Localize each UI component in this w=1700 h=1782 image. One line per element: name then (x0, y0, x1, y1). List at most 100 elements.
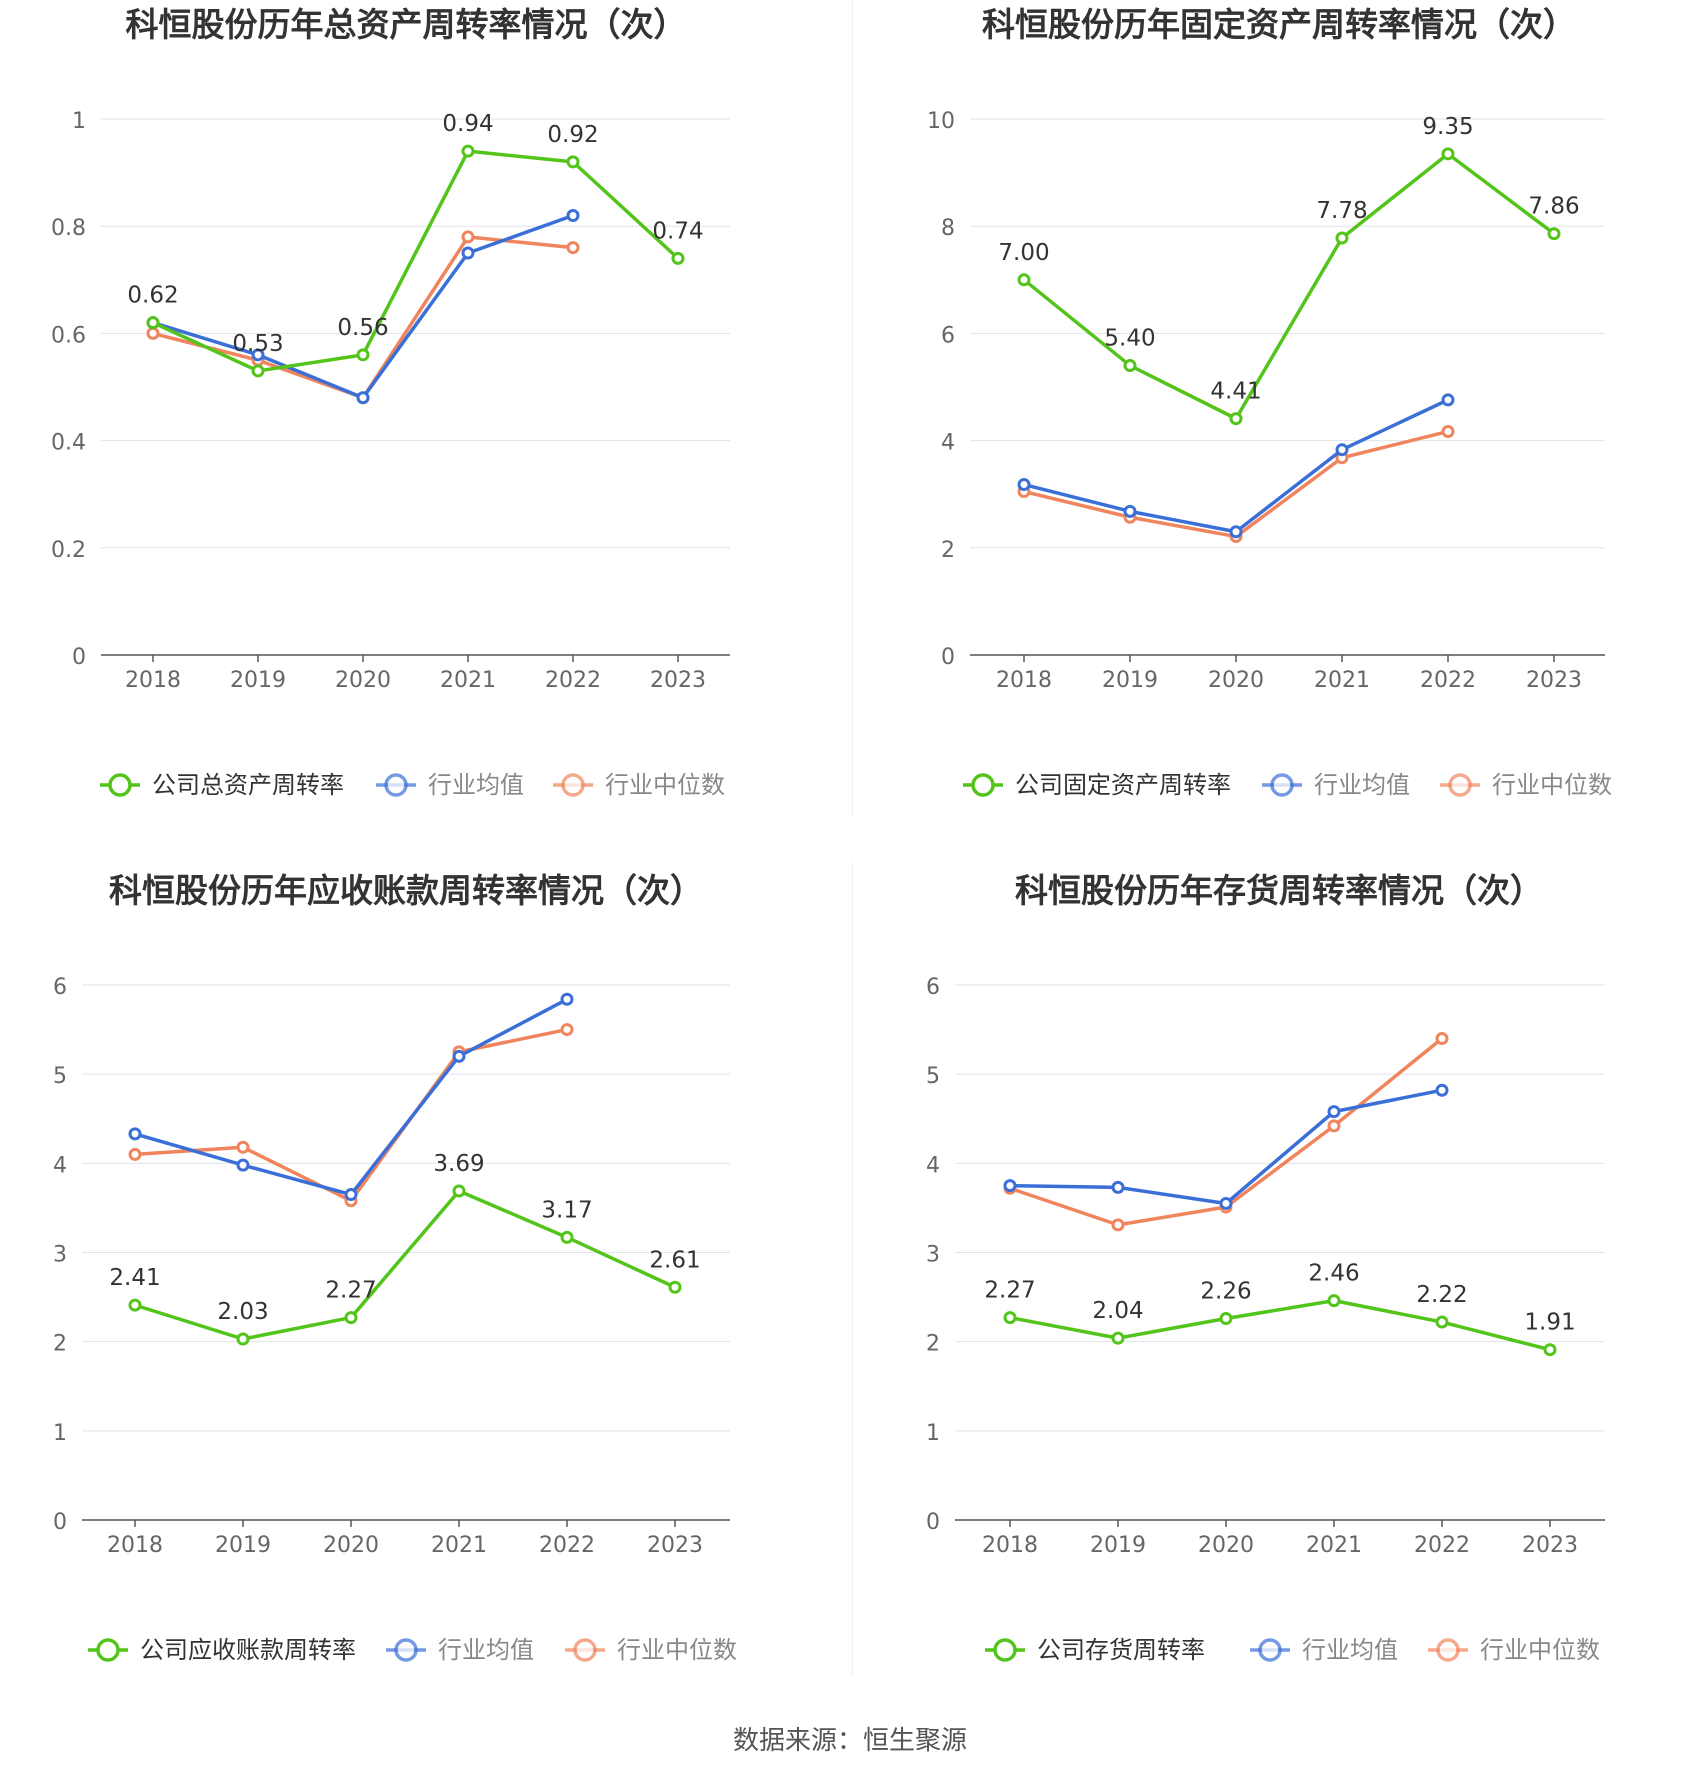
chart3-x-tick-label: 2020 (323, 1533, 379, 1558)
chart3-data-label: 2.27 (325, 1278, 376, 1304)
chart1-x-tick-label: 2022 (545, 668, 601, 693)
chart4-x-tick-label: 2020 (1198, 1533, 1254, 1558)
chart1-data-label: 0.94 (442, 111, 493, 137)
chart1-series-2-point (146, 326, 160, 340)
chart3-series-1-point (344, 1188, 358, 1202)
chart4-legend-label: 公司存货周转率 (1037, 1636, 1205, 1664)
chart4-y-tick-label: 4 (926, 1153, 940, 1178)
chart3-series-0-point (452, 1184, 466, 1198)
chart3-y-tick-label: 2 (53, 1332, 67, 1357)
chart3-data-label: 3.17 (541, 1197, 592, 1223)
chart2-series-0-point (1017, 273, 1031, 287)
chart2-series-2-line (1023, 429, 1449, 539)
chart2-series-1-point (1229, 525, 1243, 539)
chart3-x-tick-label: 2019 (215, 1533, 271, 1558)
chart1-series-0-line (152, 149, 680, 373)
chart3-series-1-point (560, 992, 574, 1006)
chart3-series-0-point (668, 1280, 682, 1294)
chart3-data-label: 2.41 (109, 1265, 160, 1291)
chart3-data-label: 2.03 (217, 1299, 268, 1325)
chart4-series-0-point (1543, 1343, 1557, 1357)
chart2-y-tick-label: 2 (941, 538, 955, 563)
chart2-series-1-point (1123, 504, 1137, 518)
chart1-y-tick-label: 1 (72, 109, 86, 134)
chart2-series-0-point (1547, 227, 1561, 241)
chart2-data-label: 7.86 (1528, 194, 1579, 220)
chart1-series-1-point (566, 208, 580, 222)
data-source-note: 数据来源：恒生聚源 (732, 1726, 967, 1756)
chart2-series-0-line (1022, 152, 1556, 421)
chart2-series-1-point (1441, 393, 1455, 407)
chart3-series-0-line (134, 1189, 676, 1341)
chart4-data-label: 2.27 (984, 1278, 1035, 1304)
chart4-series-1-point (1435, 1083, 1449, 1097)
panel-divider-bottom (852, 862, 853, 1677)
chart2-x-tick-label: 2020 (1208, 668, 1264, 693)
chart2-data-label: 4.41 (1210, 379, 1261, 405)
chart4-legend-swatch-marker (1258, 1638, 1282, 1662)
chart4-series-0-point (1435, 1315, 1449, 1329)
chart3-legend-label: 公司应收账款周转率 (140, 1636, 356, 1664)
chart2-y-tick-label: 4 (941, 431, 955, 456)
chart2-legend-label: 公司固定资产周转率 (1015, 771, 1231, 799)
chart1-legend-label: 行业中位数 (605, 771, 725, 799)
chart1-series-2-point (566, 241, 580, 255)
chart4-x-tick-label: 2023 (1522, 1533, 1578, 1558)
chart1-data-label: 0.74 (652, 218, 703, 244)
chart1-series-0-point (251, 364, 265, 378)
chart1-y-tick-label: 0.2 (51, 538, 86, 563)
chart2-y-tick-label: 8 (941, 216, 955, 241)
chart4-series-1-point (1003, 1179, 1017, 1193)
chart3-x-tick-label: 2022 (539, 1533, 595, 1558)
chart1-series-1-point (461, 246, 475, 260)
chart2-data-label: 9.35 (1422, 114, 1473, 140)
chart1-data-label: 0.62 (127, 283, 178, 309)
chart3-y-tick-label: 4 (53, 1153, 67, 1178)
chart4-legend-label: 行业中位数 (1480, 1636, 1600, 1664)
chart3-series-2-point (236, 1140, 250, 1154)
chart1-x-tick-label: 2021 (440, 668, 496, 693)
chart1-data-label: 0.56 (337, 315, 388, 341)
chart2-data-label: 7.00 (998, 240, 1049, 266)
chart3-series-0-point (236, 1332, 250, 1346)
chart4-legend-swatch-marker (993, 1638, 1017, 1662)
chart1-legend-swatch-marker (384, 773, 408, 797)
chart4-y-tick-label: 3 (926, 1243, 940, 1268)
chart1-title: 科恒股份历年总资产周转率情况（次） (126, 5, 687, 44)
chart2-legend-swatch-marker (971, 773, 995, 797)
chart2-series-2-point (1441, 424, 1455, 438)
chart1-legend-label: 公司总资产周转率 (152, 771, 344, 799)
chart3-series-2-line (134, 1027, 568, 1203)
chart4-legend-label: 行业均值 (1302, 1636, 1398, 1664)
chart3-series-0-point (344, 1311, 358, 1325)
chart2-x-tick-label: 2021 (1314, 668, 1370, 693)
chart3-y-tick-label: 0 (53, 1510, 67, 1535)
chart2-title: 科恒股份历年固定资产周转率情况（次） (982, 5, 1576, 44)
chart4-series-1-point (1111, 1180, 1125, 1194)
chart3-legend-swatch-marker (96, 1638, 120, 1662)
chart2-x-tick-label: 2022 (1420, 668, 1476, 693)
chart2-series-0-point (1335, 231, 1349, 245)
chart2-series-1-point (1335, 443, 1349, 457)
chart4-data-label: 2.22 (1416, 1282, 1467, 1308)
chart4-y-tick-label: 1 (926, 1421, 940, 1446)
chart1-series-1-point (251, 348, 265, 362)
chart1-y-tick-label: 0.4 (51, 431, 86, 456)
chart3-data-label: 2.61 (649, 1247, 700, 1273)
chart2-series-0-point (1229, 412, 1243, 426)
chart2-data-label: 7.78 (1316, 198, 1367, 224)
chart2-x-tick-label: 2019 (1102, 668, 1158, 693)
chart1-x-tick-label: 2020 (335, 668, 391, 693)
chart1-x-tick-label: 2023 (650, 668, 706, 693)
chart4-y-tick-label: 0 (926, 1510, 940, 1535)
chart2-y-tick-label: 6 (941, 323, 955, 348)
chart3-x-tick-label: 2018 (107, 1533, 163, 1558)
chart2-x-tick-label: 2023 (1526, 668, 1582, 693)
chart2-legend-label: 行业中位数 (1492, 771, 1612, 799)
chart4-data-label: 1.91 (1524, 1310, 1575, 1336)
chart3-y-tick-label: 1 (53, 1421, 67, 1446)
chart4-series-1-line (1009, 1088, 1443, 1206)
chart4-series-2-point (1327, 1119, 1341, 1133)
chart3-series-1-point (128, 1127, 142, 1141)
chart3-series-2-point (128, 1147, 142, 1161)
